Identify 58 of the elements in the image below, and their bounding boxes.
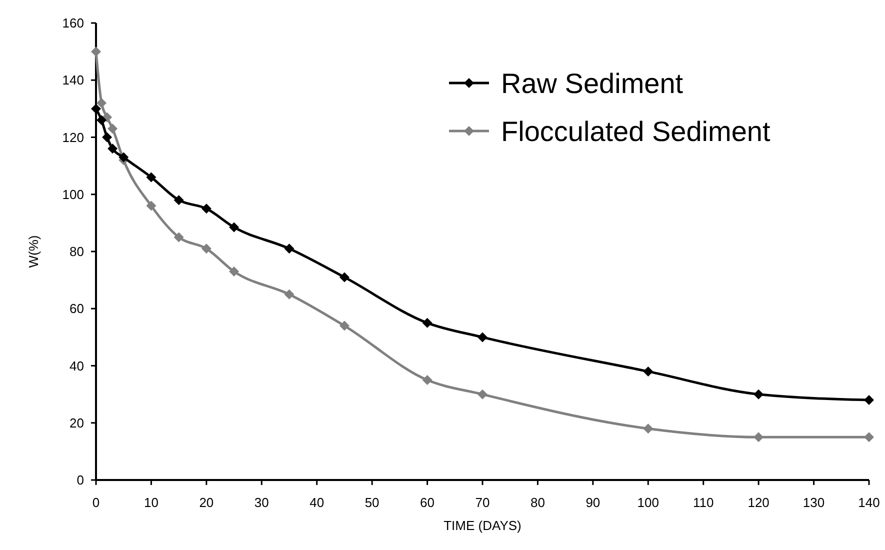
point [229,222,240,232]
point [339,320,350,331]
point [96,115,107,126]
point [478,332,488,342]
x-tick-label: 30 [254,495,269,510]
point [643,366,654,376]
y-tick-label: 140 [62,72,84,88]
x-tick-label: 10 [144,495,158,510]
x-tick-label: 80 [530,495,545,510]
x-tick-label: 50 [364,495,380,510]
y-tick-label: 160 [62,16,84,31]
point [422,318,432,328]
point [146,200,156,211]
point [864,395,874,406]
point [201,244,212,254]
y-axis-title: W(%) [26,235,41,268]
y-tick-label: 0 [76,472,84,488]
point [174,195,184,206]
point [91,46,101,57]
legend-label: Flocculated Sediment [501,116,770,147]
point [108,124,118,134]
point [146,172,156,182]
y-tick-label: 60 [70,301,84,316]
point [754,432,764,442]
x-tick-label: 40 [310,495,324,510]
point [118,152,129,162]
point [339,272,350,282]
point [284,289,294,300]
x-tick-label: 0 [92,495,100,510]
point [108,144,118,154]
y-tick-label: 40 [70,358,84,374]
point [643,424,654,434]
x-tick-label: 60 [420,495,435,510]
point [102,132,112,142]
point [864,432,874,442]
x-tick-label: 100 [637,495,659,510]
x-tick-label: 90 [586,495,600,510]
y-tick-label: 80 [70,244,84,260]
y-tick-label: 20 [70,415,84,430]
point [91,104,101,114]
point [422,375,432,386]
point [754,389,764,400]
point [96,98,107,108]
y-tick-label: 120 [62,130,84,145]
x-tick-label: 70 [475,495,490,510]
point [284,244,294,254]
x-tick-label: 110 [692,495,714,510]
x-tick-label: 130 [802,495,825,510]
x-tick-label: 120 [748,495,770,510]
point [478,389,488,400]
x-tick-label: 140 [858,495,880,510]
point [229,266,240,276]
y-tick-label: 100 [62,186,84,202]
legend-label: Raw Sediment [501,68,684,99]
x-axis-title: TIME (DAYS) [444,518,522,533]
point [174,232,184,242]
x-tick-label: 20 [199,495,214,510]
point [201,204,212,214]
